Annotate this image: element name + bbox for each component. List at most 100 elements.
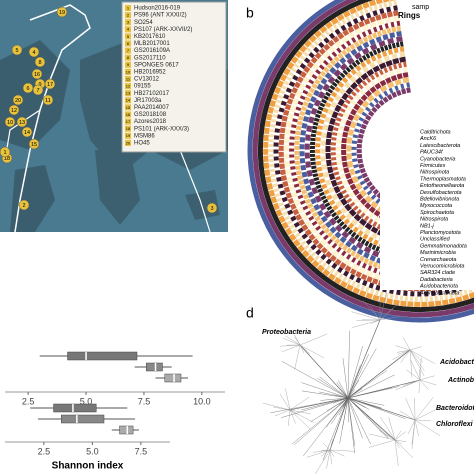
legend-number: 7 [127, 48, 130, 53]
site-number: 20 [15, 98, 21, 104]
edge [331, 397, 349, 425]
edge [262, 402, 291, 411]
phylum-label: Nitrospirota [420, 217, 448, 223]
legend-swatch [125, 47, 131, 54]
edge [347, 364, 361, 399]
edge [368, 439, 396, 448]
x-tick-label: 10.0 [193, 396, 211, 406]
edge [299, 344, 305, 354]
edge [303, 397, 349, 457]
phylum-label: Firmicutes [420, 163, 446, 169]
site-number: 16 [34, 72, 40, 78]
circular-panel: CalditrichotaAncK6LatescibacterotaPAUC34… [230, 0, 474, 323]
legend-entry: HB27102017 [134, 91, 170, 97]
site-number: 2 [22, 203, 25, 209]
edge [289, 409, 311, 430]
edge [394, 439, 407, 442]
edge [347, 397, 416, 421]
edge [347, 389, 356, 399]
panel-label: d [246, 305, 254, 321]
site-marker [11, 44, 23, 56]
legend-entry: PS96 (ANT XXXI/2) [134, 13, 187, 19]
edge [347, 397, 391, 438]
site-number: 1 [3, 150, 6, 156]
legend-number: 14 [126, 98, 131, 103]
legend-entry: HO45 [134, 140, 150, 146]
legend-swatch [125, 83, 131, 90]
edge [394, 431, 407, 441]
node-label: Proteobacteria [262, 329, 311, 336]
site-marker [44, 78, 56, 90]
edge [299, 333, 328, 346]
legend-number: 12 [126, 83, 131, 88]
phylum-label: Verrucomicrobiota [420, 263, 464, 269]
ring [263, 0, 474, 307]
ring-label: HMA [445, 22, 465, 32]
edge [306, 449, 331, 458]
ring [309, 41, 474, 261]
legend-entry: GS2017110 [134, 55, 166, 61]
legend-number: 5 [127, 34, 130, 39]
edge [379, 316, 400, 321]
legend-number: 13 [126, 91, 131, 96]
legend-entry: KB2017610 [134, 34, 166, 40]
ring [294, 25, 474, 276]
edge [414, 419, 441, 437]
map-panel: 1 Hudson2016-019 2 PS96 (ANT XXXI/2) 3 SO254 4… [0, 0, 228, 233]
phylum-label: AncK6 [419, 136, 437, 142]
site-number: 17 [47, 82, 53, 88]
edge [399, 410, 416, 421]
edge [326, 397, 349, 412]
phylum-label: Entotheonellaeota [420, 183, 464, 189]
edge [394, 439, 403, 445]
edge [347, 370, 388, 399]
network-panel: d Proteobacteria Acidobacteriota Actinobact… [246, 292, 474, 474]
edge [329, 449, 355, 452]
edge [397, 349, 411, 355]
edge [403, 337, 411, 351]
edge [342, 358, 349, 399]
site-number: 9 [38, 82, 41, 88]
site-marker [12, 94, 24, 106]
phylum-label: Thermoplasmatota [420, 176, 466, 182]
edge [409, 346, 422, 351]
edge [414, 419, 431, 421]
legend-entry: JR17003a [134, 98, 162, 104]
legend-number: 9 [127, 62, 130, 67]
legend-entry: HB2016952 [134, 69, 166, 75]
legend-entry: PAA2014007 [134, 105, 170, 111]
ring [304, 36, 474, 266]
site-marker [28, 46, 40, 58]
edge [347, 319, 381, 399]
edge [400, 349, 411, 363]
legend-entry: Hudson2016-019 [134, 6, 181, 12]
legend-number: 20 [126, 140, 131, 145]
edge [329, 449, 333, 465]
phylum-label: Crenarchaeota [420, 257, 456, 263]
legend-swatch [125, 5, 131, 11]
ring [252, 0, 474, 318]
edge [301, 390, 349, 399]
phylum-label: Myxococcota [420, 203, 452, 209]
site-marker [22, 82, 34, 94]
edge [380, 416, 396, 441]
box [61, 414, 105, 424]
site-number: 18 [4, 156, 10, 162]
edge [388, 417, 396, 441]
site-number: 3 [210, 206, 213, 212]
edge [301, 382, 349, 399]
edge [270, 397, 349, 414]
edge [347, 397, 363, 439]
legend-swatch [125, 68, 131, 75]
legend-number: 4 [127, 27, 130, 32]
edge [347, 386, 400, 399]
phylum-label: SAR324 clade [420, 270, 455, 276]
box [119, 425, 134, 435]
edge [419, 379, 429, 390]
x-tick-label: 7.5 [138, 396, 151, 406]
edge [289, 397, 310, 411]
edge [317, 378, 349, 399]
edge [347, 397, 371, 445]
legend-swatch [125, 26, 131, 33]
x-tick-label: 2.5 [22, 396, 35, 406]
